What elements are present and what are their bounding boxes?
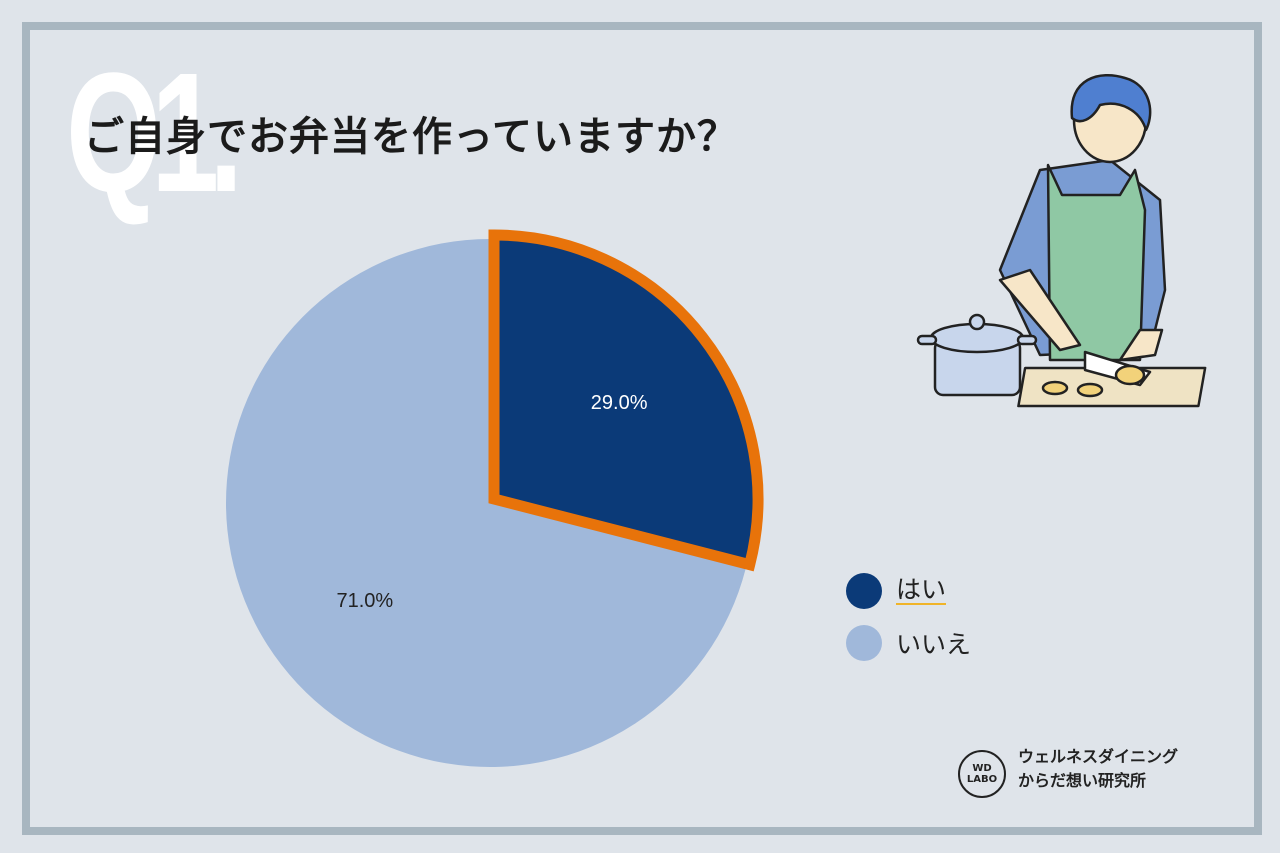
pie-slice-no [226,239,746,767]
legend-swatch [846,573,882,609]
logo-badge-line1: WD [972,763,992,774]
logo-line1: ウェルネスダイニング [1018,747,1179,766]
frame-border [22,22,1262,835]
legend-item-no: いいえ [846,624,971,662]
question-number: Q1. [66,38,243,228]
chart-title: ご自身でお弁当を作っていますか？ [84,114,738,160]
person-cooking-illustration [916,73,1207,408]
logo-badge-line2: LABO [966,774,998,785]
legend: はい いいえ [846,572,971,676]
wd-labo-logo: WD LABO ウェルネスダイニング からだ想い研究所 [958,740,1178,798]
legend-swatch [846,625,882,661]
data-label: 29.0% [591,392,648,414]
logo-line2: からだ想い研究所 [1018,771,1147,790]
pie-slice-yes [488,229,764,572]
data-label: 71.0% [336,590,393,612]
legend-label: いいえ [896,630,972,659]
logo-badge: WD LABO [958,750,1006,798]
legend-label: はい [896,575,947,605]
legend-item-yes: はい [846,572,971,610]
